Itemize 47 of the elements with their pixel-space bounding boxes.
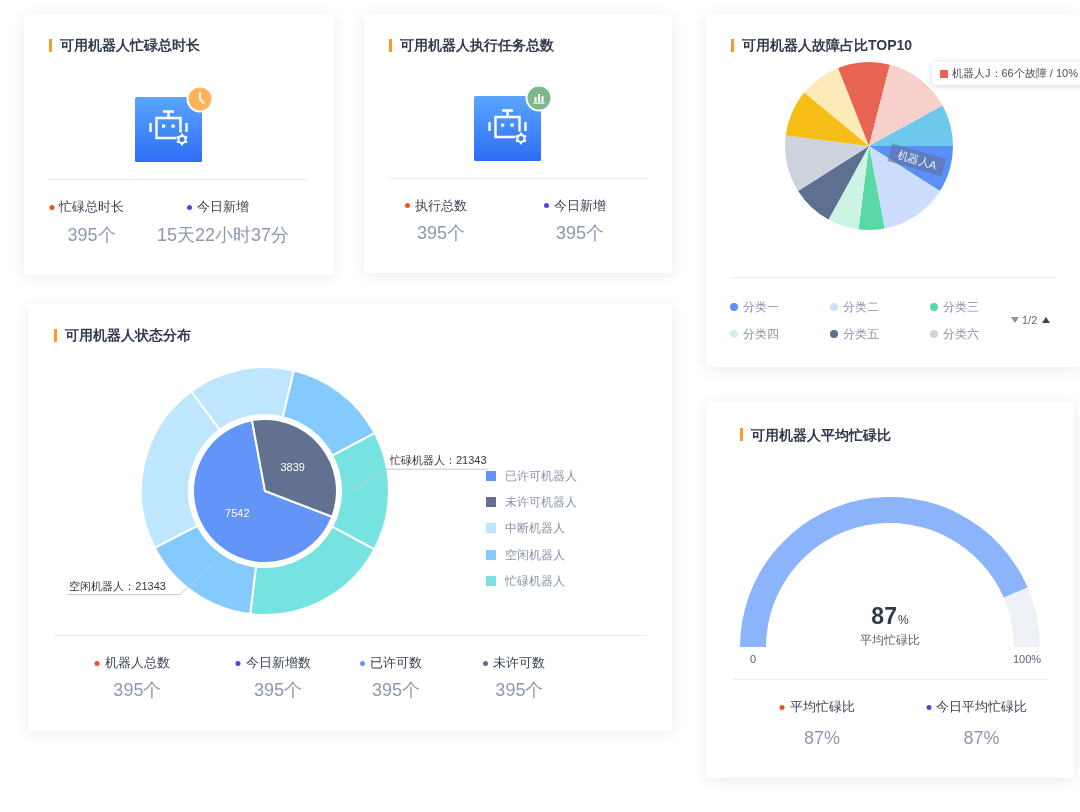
text: 87% bbox=[803, 727, 841, 748]
category-label: 今日新增 bbox=[554, 198, 606, 213]
category-label: 今日新增 bbox=[197, 200, 249, 214]
legend-label: 空闲机器人 bbox=[505, 547, 565, 563]
slice-label: 平均忙碌比 bbox=[860, 633, 920, 648]
chart-title: 可用机器人平均忙碌比 bbox=[751, 425, 891, 445]
data-label: 87% bbox=[871, 603, 909, 629]
text: 机器人A bbox=[887, 143, 947, 177]
text: 395个 bbox=[416, 223, 466, 243]
chart-title: 可用机器人故障占比TOP10 bbox=[742, 36, 913, 55]
legend-label: 已许可机器人 bbox=[505, 468, 577, 484]
legend-label: 中断机器人 bbox=[505, 521, 565, 537]
legend-label: 分类三 bbox=[943, 300, 980, 316]
legend-label: 分类六 bbox=[943, 327, 980, 342]
text: 1/2 bbox=[1022, 313, 1038, 328]
text: 395个 bbox=[371, 680, 421, 700]
chart-title: 可用机器人状态分布 bbox=[65, 326, 191, 345]
legend-label: 分类二 bbox=[843, 300, 880, 316]
text: 395个 bbox=[67, 225, 116, 245]
text: 可用机器人执行任务总数 bbox=[400, 36, 554, 55]
data-label: 7542 bbox=[225, 507, 250, 520]
text: 395个 bbox=[555, 223, 605, 243]
data-label: 3839 bbox=[280, 461, 305, 474]
legend-label: 忙碌机器人 bbox=[505, 573, 565, 589]
category-label: 已许可数 bbox=[370, 656, 422, 671]
text: 395个 bbox=[113, 680, 162, 700]
category-label: 执行总数 bbox=[415, 198, 467, 213]
category-label: 机器人总数 bbox=[104, 656, 170, 671]
text: 可用机器人忙碌总时长 bbox=[60, 36, 200, 55]
legend-label: 分类一 bbox=[743, 300, 780, 316]
category-label: 未许可数 bbox=[493, 656, 546, 671]
text: 395个 bbox=[253, 680, 303, 700]
data-label: 忙碌机器人：21343 bbox=[389, 454, 487, 467]
category-label: 忙碌总时长 bbox=[59, 200, 124, 214]
text: 87% bbox=[963, 727, 1000, 748]
data-label: 空闲机器人：21343 bbox=[69, 579, 166, 592]
category-label: 平均忙碌比 bbox=[789, 700, 855, 715]
category-label: 今日新增数 bbox=[245, 656, 311, 671]
text: 395个 bbox=[495, 680, 544, 700]
tooltip: 机器人J：66个故障 / 10% bbox=[932, 62, 1080, 85]
category-label: 今日平均忙碌比 bbox=[936, 700, 1028, 715]
legend-label: 未许可机器人 bbox=[505, 495, 577, 510]
text: 0 bbox=[749, 653, 757, 666]
legend-label: 分类五 bbox=[843, 327, 880, 342]
text: 100% bbox=[1012, 653, 1042, 666]
text: 15天22小时37分 bbox=[156, 225, 290, 245]
legend-label: 分类四 bbox=[743, 327, 780, 342]
